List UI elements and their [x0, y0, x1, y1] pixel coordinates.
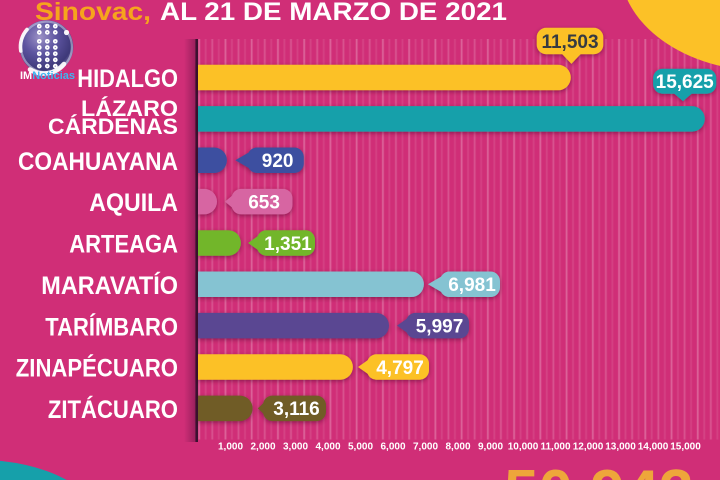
svg-text:10,000: 10,000	[508, 442, 539, 453]
svg-text:IMNoticias.: IMNoticias.	[20, 70, 78, 82]
svg-text:1,000: 1,000	[218, 442, 243, 453]
svg-text:653: 653	[248, 192, 280, 213]
svg-text:ZITÁCUARO: ZITÁCUARO	[48, 395, 178, 424]
svg-text:5,997: 5,997	[416, 316, 464, 337]
svg-text:8,000: 8,000	[445, 442, 470, 453]
svg-text:12,000: 12,000	[573, 442, 604, 453]
svg-text:HIDALGO: HIDALGO	[77, 65, 178, 93]
svg-text:11,503: 11,503	[541, 32, 598, 53]
svg-text:MARAVATÍO: MARAVATÍO	[41, 271, 178, 300]
svg-text:LÁZARO: LÁZARO	[81, 96, 178, 121]
svg-text:2,000: 2,000	[250, 442, 275, 453]
svg-text:COAHUAYANA: COAHUAYANA	[18, 148, 178, 176]
svg-text:11,000: 11,000	[540, 442, 570, 453]
svg-text:3,000: 3,000	[283, 442, 308, 453]
svg-text:13,000: 13,000	[605, 442, 636, 453]
svg-text:CÁRDENAS: CÁRDENAS	[48, 114, 178, 139]
svg-text:ZINAPÉCUARO: ZINAPÉCUARO	[16, 354, 178, 383]
svg-text:4,797: 4,797	[376, 358, 424, 379]
svg-text:15,625: 15,625	[656, 72, 715, 93]
svg-text:9,000: 9,000	[478, 442, 503, 453]
svg-text:15,000: 15,000	[670, 442, 701, 453]
svg-text:920: 920	[262, 151, 294, 172]
svg-text:4,000: 4,000	[315, 442, 340, 453]
svg-text:6,000: 6,000	[380, 442, 405, 453]
svg-text:AL 21 DE MARZO DE 2021: AL 21 DE MARZO DE 2021	[160, 0, 507, 26]
svg-text:TARÍMBARO: TARÍMBARO	[45, 312, 178, 341]
svg-text:14,000: 14,000	[638, 442, 669, 453]
svg-text:AQUILA: AQUILA	[89, 189, 178, 217]
svg-text:5,000: 5,000	[348, 442, 373, 453]
svg-text:ARTEAGA: ARTEAGA	[69, 231, 178, 259]
svg-text:1,351: 1,351	[264, 234, 312, 255]
svg-text:3,116: 3,116	[273, 399, 320, 420]
svg-text:50,943: 50,943	[504, 458, 694, 480]
svg-text:7,000: 7,000	[413, 442, 438, 453]
svg-text:6,981: 6,981	[448, 275, 496, 296]
